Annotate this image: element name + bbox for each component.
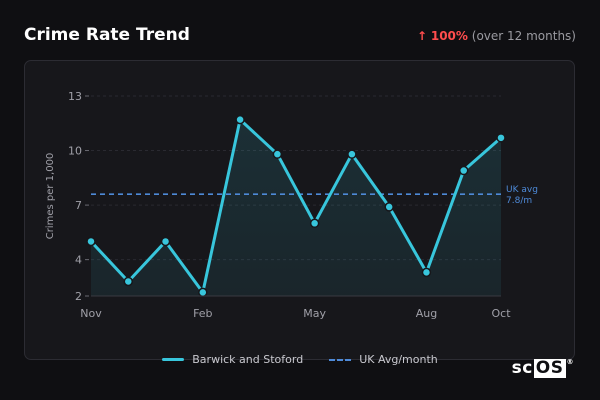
y-tick-label: 10 bbox=[68, 145, 82, 158]
logo-prefix: sc bbox=[511, 358, 533, 378]
series-area bbox=[91, 119, 501, 296]
legend-series-label: Barwick and Stoford bbox=[192, 353, 304, 366]
data-point[interactable] bbox=[347, 149, 357, 159]
x-tick-label: Aug bbox=[416, 307, 437, 320]
x-tick-label: May bbox=[303, 307, 326, 320]
data-point[interactable] bbox=[309, 218, 320, 229]
data-point[interactable] bbox=[272, 149, 283, 159]
change-period: (over 12 months) bbox=[471, 29, 576, 43]
y-tick-label: 13 bbox=[68, 90, 82, 103]
x-tick-label: Feb bbox=[193, 307, 212, 320]
legend-reference-label: UK Avg/month bbox=[359, 353, 438, 366]
data-point[interactable] bbox=[421, 267, 432, 278]
legend-item-series[interactable]: Barwick and Stoford bbox=[162, 353, 303, 366]
logo-box: OS bbox=[533, 358, 566, 378]
y-tick-label: 7 bbox=[75, 199, 82, 212]
y-tick-label: 4 bbox=[75, 254, 82, 267]
change-percent: 100% bbox=[430, 29, 468, 43]
x-tick-label: Oct bbox=[491, 307, 511, 320]
data-point[interactable] bbox=[198, 287, 208, 298]
x-tick-label: Nov bbox=[80, 307, 102, 320]
legend-reference-swatch bbox=[329, 358, 352, 361]
y-axis-label: Crimes per 1,000 bbox=[45, 153, 56, 240]
chart-title: Crime Rate Trend bbox=[24, 25, 190, 45]
trend-up-icon: ↑ bbox=[416, 29, 428, 43]
data-point[interactable] bbox=[496, 133, 506, 143]
logo-registered-mark: ® bbox=[566, 358, 574, 366]
change-indicator: ↑ 100% (over 12 months) bbox=[417, 29, 576, 43]
data-point[interactable] bbox=[86, 236, 96, 247]
data-point[interactable] bbox=[160, 236, 171, 247]
uk-average-value: 7.8/m bbox=[506, 196, 532, 206]
uk-average-label: UK avg bbox=[506, 185, 538, 195]
series-line bbox=[89, 118, 503, 294]
chart-legend: Barwick and Stoford UK Avg/month bbox=[0, 353, 600, 366]
brand-logo: sc OS ® bbox=[512, 358, 574, 378]
legend-series-swatch bbox=[162, 358, 185, 361]
data-point[interactable] bbox=[235, 114, 245, 125]
data-point[interactable] bbox=[123, 276, 134, 287]
legend-item-reference[interactable]: UK Avg/month bbox=[329, 353, 438, 366]
data-point[interactable] bbox=[458, 165, 469, 176]
data-point[interactable] bbox=[384, 202, 394, 212]
y-tick-label: 2 bbox=[75, 290, 82, 303]
